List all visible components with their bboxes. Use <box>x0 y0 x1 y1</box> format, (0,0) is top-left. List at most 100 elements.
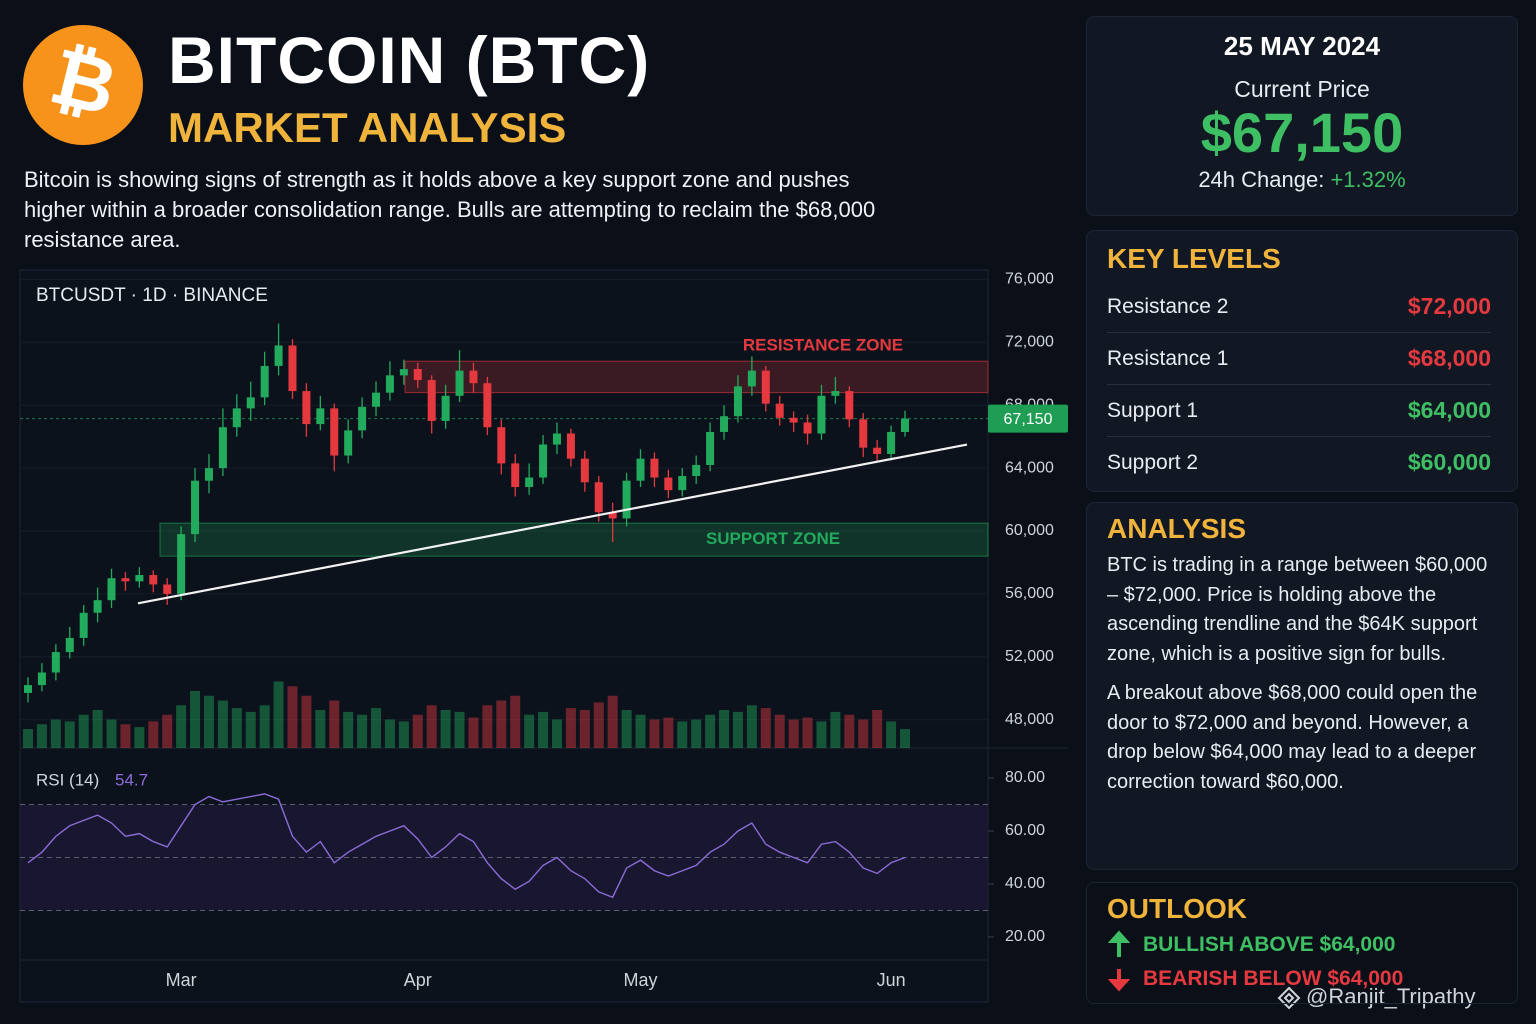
description: Bitcoin is showing signs of strength as … <box>24 167 876 252</box>
volume-bar <box>844 714 855 748</box>
chart-title: BTCUSDT · 1D · BINANCE <box>36 285 268 306</box>
candle-body <box>622 480 631 519</box>
support-zone <box>159 522 989 557</box>
change-label: 24h Change: <box>1198 167 1325 192</box>
x-tick-label: Jun <box>877 970 906 990</box>
volume-bar <box>900 729 910 748</box>
volume-bar <box>398 721 409 748</box>
candle-body <box>358 406 367 431</box>
bullish-text: BULLISH ABOVE $64,000 <box>1143 933 1396 956</box>
key-level-row: Resistance 1 $68,000 <box>1107 333 1491 385</box>
page-subtitle: MARKET ANALYSIS <box>168 104 567 151</box>
candle-body <box>497 427 506 464</box>
volume-bar <box>454 711 465 748</box>
volume-bar <box>719 710 730 748</box>
candle-body <box>566 433 575 459</box>
candle-body <box>191 480 200 535</box>
rsi-value: 54.7 <box>115 770 148 789</box>
watermark-diamond <box>1277 986 1301 1010</box>
candle-body <box>330 408 339 456</box>
volume-bar <box>468 717 479 748</box>
candle-body <box>107 578 116 601</box>
y-tick-label: 60,000 <box>1005 522 1054 539</box>
key-level-name: Resistance 2 <box>1107 294 1229 318</box>
volume-bar <box>106 719 117 748</box>
volume-bar <box>357 714 368 748</box>
key-level-value: $68,000 <box>1407 345 1491 371</box>
candle-body <box>831 391 840 396</box>
key-level-row: Resistance 2 $72,000 <box>1107 281 1491 333</box>
candle-body <box>399 369 408 376</box>
y-tick-label: 64,000 <box>1005 459 1054 476</box>
volume-bar <box>524 714 535 748</box>
volume-bar <box>245 711 256 748</box>
candle-body <box>427 380 436 421</box>
volume-bar <box>677 721 688 748</box>
candle-body <box>385 375 394 393</box>
y-tick-label: 72,000 <box>1005 334 1054 351</box>
resistance-zone <box>404 360 989 394</box>
volume-bar <box>858 719 869 748</box>
volume-bar <box>148 721 159 748</box>
y-tick-label: 52,000 <box>1005 648 1054 665</box>
x-tick-label: Mar <box>166 970 197 990</box>
candle-body <box>525 477 534 487</box>
volume-bar <box>120 724 131 748</box>
current-price-label: 67,150 <box>1004 411 1053 428</box>
x-tick-label: Apr <box>404 970 432 990</box>
candle-body <box>441 395 450 421</box>
analysis-card: ANALYSIS BTC is trading in a range betwe… <box>1086 502 1518 870</box>
volume-bar <box>496 700 507 748</box>
candle-body <box>733 386 742 417</box>
candle-body <box>469 370 478 384</box>
volume-bar <box>593 702 604 748</box>
volume-bar <box>315 710 326 748</box>
key-level-row: Support 1 $64,000 <box>1107 385 1491 437</box>
rsi-band <box>20 804 988 911</box>
logo <box>23 25 143 145</box>
rsi-tick-label: 40.00 <box>1005 875 1045 892</box>
volume-bar <box>649 719 660 748</box>
current-price: $67,150 <box>1200 101 1404 164</box>
candle-body <box>246 397 255 409</box>
volume-bar <box>607 695 618 748</box>
candle-body <box>803 422 812 434</box>
candle-body <box>817 395 826 434</box>
candle-body <box>218 427 227 469</box>
key-levels-list: Resistance 2 $72,000 Resistance 1 $68,000 Su… <box>1107 281 1491 488</box>
candle-body <box>845 391 854 420</box>
volume-bar <box>92 710 103 748</box>
candle-body <box>664 477 673 491</box>
down-arrow <box>1107 969 1131 992</box>
volume-bar <box>538 711 549 748</box>
volume-bar <box>886 721 897 748</box>
change-row: 24h Change: +1.32% <box>1087 167 1517 193</box>
y-tick-label: 48,000 <box>1005 711 1054 728</box>
up-arrow <box>1107 930 1131 957</box>
volume-bar <box>816 721 827 748</box>
volume-bar <box>621 710 632 748</box>
candle-body <box>260 365 269 398</box>
volume-bar <box>872 710 883 748</box>
candle-body <box>121 578 130 582</box>
candle-body <box>511 463 520 487</box>
key-level-value: $64,000 <box>1407 397 1491 423</box>
rsi-line <box>27 793 906 899</box>
change-value: +1.32% <box>1330 167 1406 192</box>
volume-bar <box>384 719 395 748</box>
watermark: @Ranjit_Tripathy <box>1306 984 1475 1009</box>
candle-body <box>344 430 353 456</box>
volume-bar <box>746 705 757 748</box>
volume-bar <box>78 714 89 748</box>
bearish-text: BEARISH BELOW $64,000 <box>1143 967 1404 990</box>
volume-bar <box>371 708 382 748</box>
key-level-name: Support 2 <box>1107 450 1199 474</box>
candle-body <box>149 575 158 585</box>
volume-bar <box>579 710 590 748</box>
volume-bar <box>301 695 312 748</box>
candle-body <box>93 600 102 613</box>
analysis-text: A breakout above $68,000 could open the … <box>1107 682 1478 793</box>
rsi-title: RSI (14) <box>36 770 99 789</box>
key-level-value: $72,000 <box>1407 293 1491 319</box>
